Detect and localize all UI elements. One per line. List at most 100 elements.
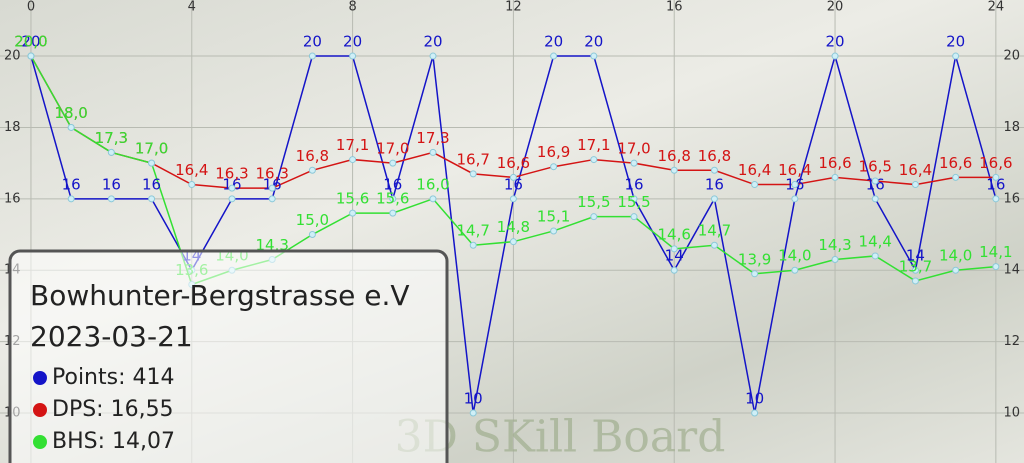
value-label: 20 — [825, 33, 844, 51]
value-label: 13,7 — [899, 257, 932, 275]
value-label: 17,0 — [617, 140, 650, 158]
y-tick-label: 18 — [4, 120, 21, 135]
data-point — [911, 181, 919, 189]
data-point — [831, 256, 839, 264]
value-label: 18,0 — [54, 104, 87, 122]
value-label: 14,7 — [698, 222, 731, 240]
data-point — [992, 263, 1000, 271]
value-label: 14,3 — [818, 236, 851, 254]
value-label: 16,5 — [859, 157, 892, 175]
data-point — [349, 209, 357, 217]
value-label: 20,0 — [14, 33, 47, 51]
value-label: 16 — [263, 175, 282, 193]
value-label: 16 — [705, 175, 724, 193]
data-point — [469, 170, 477, 178]
data-point — [710, 195, 718, 203]
value-label: 16,6 — [818, 154, 851, 172]
value-label: 20 — [946, 33, 965, 51]
data-point — [148, 195, 156, 203]
value-label: 20 — [584, 33, 603, 51]
data-point — [349, 156, 357, 164]
watermark: 3D SKill Board — [395, 412, 726, 463]
data-point — [550, 52, 558, 60]
value-label: 17,3 — [95, 129, 128, 147]
value-label: 20 — [544, 33, 563, 51]
value-label: 17,3 — [95, 129, 128, 147]
data-point — [911, 277, 919, 285]
data-point — [389, 159, 397, 167]
data-point — [871, 195, 879, 203]
data-point — [791, 266, 799, 274]
legend-subtitle: 2023-03-21 — [30, 320, 193, 353]
value-label: 14,1 — [979, 243, 1012, 261]
data-point — [590, 156, 598, 164]
data-point — [630, 195, 638, 203]
data-point — [871, 177, 879, 185]
value-label: 14 — [906, 247, 925, 265]
data-point — [751, 181, 759, 189]
x-tick-label: 16 — [666, 0, 683, 15]
y-tick-label: 20 — [4, 49, 21, 64]
data-point — [268, 195, 276, 203]
data-point — [148, 159, 156, 167]
data-point — [871, 252, 879, 260]
value-label: 16,8 — [658, 147, 691, 165]
data-point — [791, 195, 799, 203]
legend-label: BHS: 14,07 — [52, 429, 175, 454]
value-label: 13,9 — [738, 250, 771, 268]
value-label: 17,0 — [376, 140, 409, 158]
value-label: 16 — [383, 175, 402, 193]
legend: Bowhunter-Bergstrasse e.V 2023-03-21 Poi… — [8, 249, 449, 463]
value-label: 14,4 — [859, 232, 892, 250]
data-point — [911, 266, 919, 274]
data-point — [107, 195, 115, 203]
value-label: 16,6 — [497, 154, 530, 172]
x-tick-label: 0 — [27, 0, 35, 15]
legend-title: Bowhunter-Bergstrasse e.V — [30, 279, 410, 312]
legend-box — [8, 249, 449, 463]
data-point — [429, 195, 437, 203]
y-tick-label-right: 12 — [1003, 334, 1020, 349]
value-label: 16,7 — [456, 150, 489, 168]
value-label: 20 — [303, 33, 322, 51]
value-label: 14,8 — [497, 218, 530, 236]
legend-label: DPS: 16,55 — [52, 397, 174, 422]
x-tick-label: 4 — [188, 0, 196, 15]
value-label: 16,9 — [537, 143, 570, 161]
y-tick-label-right: 18 — [1003, 120, 1020, 135]
data-point — [630, 159, 638, 167]
legend-marker — [33, 435, 47, 449]
value-label: 16 — [624, 175, 643, 193]
data-point — [308, 52, 316, 60]
data-point — [710, 166, 718, 174]
legend-label: Points: 414 — [52, 365, 174, 390]
data-point — [469, 409, 477, 417]
value-label: 15,5 — [577, 193, 610, 211]
y-tick-label: 16 — [4, 191, 21, 206]
value-label: 14,6 — [658, 225, 691, 243]
y-tick-label-right: 10 — [1003, 406, 1020, 421]
data-point — [389, 209, 397, 217]
data-point — [188, 181, 196, 189]
data-point — [308, 231, 316, 239]
value-label: 16 — [102, 175, 121, 193]
value-label: 14,0 — [939, 247, 972, 265]
value-label: 14 — [665, 247, 684, 265]
data-point — [268, 184, 276, 192]
value-label: 17,0 — [135, 140, 168, 158]
data-point — [67, 123, 75, 131]
value-label: 17,1 — [577, 136, 610, 154]
value-label: 16,6 — [939, 154, 972, 172]
data-point — [710, 241, 718, 249]
value-label: 10 — [464, 390, 483, 408]
value-label: 16 — [504, 175, 523, 193]
value-label: 20 — [21, 33, 40, 51]
data-point — [389, 195, 397, 203]
value-label: 16 — [986, 175, 1005, 193]
data-point — [992, 173, 1000, 181]
data-point — [952, 52, 960, 60]
data-point — [509, 238, 517, 246]
y-tick-label-right: 20 — [1003, 49, 1020, 64]
data-point — [107, 148, 115, 156]
